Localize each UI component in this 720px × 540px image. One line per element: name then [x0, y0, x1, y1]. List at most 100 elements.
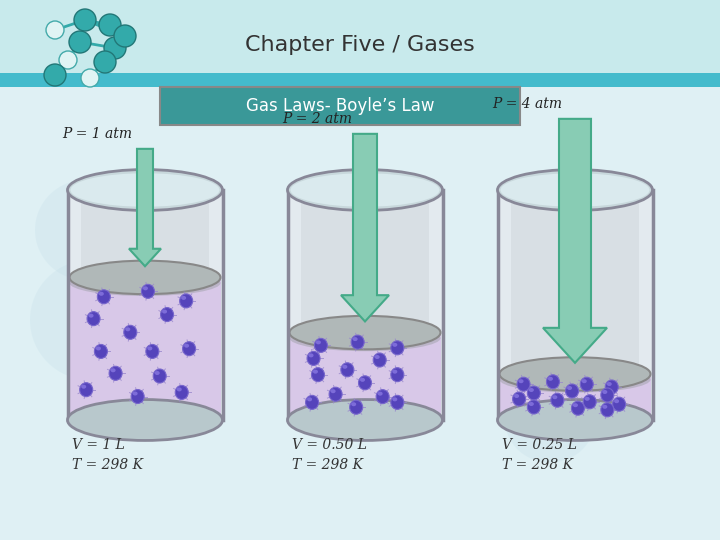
- Ellipse shape: [613, 397, 626, 411]
- Ellipse shape: [582, 379, 587, 383]
- Ellipse shape: [161, 308, 174, 321]
- Ellipse shape: [514, 394, 519, 398]
- Ellipse shape: [545, 290, 655, 390]
- Ellipse shape: [46, 21, 64, 39]
- Ellipse shape: [35, 180, 135, 280]
- Text: V = 1 L: V = 1 L: [73, 438, 125, 452]
- Ellipse shape: [603, 405, 608, 409]
- Ellipse shape: [606, 380, 618, 394]
- Ellipse shape: [312, 368, 325, 382]
- Ellipse shape: [109, 366, 122, 380]
- Ellipse shape: [528, 402, 534, 406]
- Text: Gas Laws- Boyle’s Law: Gas Laws- Boyle’s Law: [246, 97, 434, 115]
- Text: P = 1 atm: P = 1 atm: [63, 127, 132, 141]
- Ellipse shape: [391, 395, 404, 409]
- Ellipse shape: [143, 286, 148, 291]
- Ellipse shape: [353, 337, 358, 341]
- Text: P = 2 atm: P = 2 atm: [282, 112, 353, 126]
- Bar: [289, 333, 441, 419]
- Ellipse shape: [94, 51, 116, 73]
- Bar: [287, 190, 443, 420]
- Ellipse shape: [71, 173, 220, 207]
- Bar: [0, 73, 720, 87]
- Ellipse shape: [305, 395, 318, 409]
- Ellipse shape: [69, 31, 91, 53]
- Ellipse shape: [315, 339, 328, 353]
- Ellipse shape: [518, 379, 523, 383]
- Ellipse shape: [153, 369, 166, 383]
- Bar: [68, 190, 81, 420]
- Polygon shape: [129, 149, 161, 266]
- Polygon shape: [341, 134, 389, 321]
- Ellipse shape: [566, 384, 579, 398]
- Bar: [639, 190, 652, 420]
- Ellipse shape: [114, 25, 136, 47]
- Ellipse shape: [330, 389, 336, 393]
- Ellipse shape: [289, 316, 441, 349]
- Text: T = 298 K: T = 298 K: [73, 458, 143, 472]
- Bar: [498, 190, 511, 420]
- Bar: [0, 0, 720, 80]
- Ellipse shape: [513, 392, 526, 406]
- Ellipse shape: [80, 383, 93, 397]
- Ellipse shape: [500, 367, 650, 393]
- Ellipse shape: [528, 388, 534, 392]
- Ellipse shape: [307, 352, 320, 366]
- Ellipse shape: [392, 343, 397, 347]
- Ellipse shape: [391, 368, 404, 382]
- Ellipse shape: [94, 345, 107, 359]
- Ellipse shape: [498, 400, 652, 441]
- Ellipse shape: [59, 51, 77, 69]
- Ellipse shape: [552, 395, 557, 399]
- Ellipse shape: [287, 400, 443, 441]
- Ellipse shape: [500, 357, 650, 391]
- Text: T = 298 K: T = 298 K: [292, 458, 364, 472]
- Ellipse shape: [391, 341, 404, 355]
- Ellipse shape: [343, 365, 347, 369]
- Ellipse shape: [307, 397, 312, 401]
- Ellipse shape: [601, 403, 614, 417]
- Text: P = 4 atm: P = 4 atm: [492, 97, 562, 111]
- Ellipse shape: [289, 325, 441, 351]
- Ellipse shape: [290, 173, 439, 207]
- Ellipse shape: [99, 292, 104, 296]
- Ellipse shape: [81, 69, 99, 87]
- Ellipse shape: [313, 370, 318, 374]
- Ellipse shape: [351, 402, 356, 406]
- Ellipse shape: [132, 392, 138, 395]
- Ellipse shape: [546, 375, 559, 389]
- FancyBboxPatch shape: [160, 87, 520, 125]
- Ellipse shape: [87, 312, 100, 326]
- Text: V = 0.25 L: V = 0.25 L: [503, 438, 577, 452]
- Ellipse shape: [111, 368, 116, 372]
- Ellipse shape: [350, 400, 363, 414]
- Ellipse shape: [162, 309, 167, 314]
- Ellipse shape: [155, 371, 160, 375]
- Ellipse shape: [289, 405, 441, 435]
- Ellipse shape: [583, 395, 596, 409]
- Ellipse shape: [373, 353, 386, 367]
- Bar: [209, 190, 222, 420]
- Ellipse shape: [181, 296, 186, 300]
- Text: V = 0.50 L: V = 0.50 L: [292, 438, 367, 452]
- Ellipse shape: [548, 377, 553, 381]
- Ellipse shape: [81, 384, 86, 389]
- Ellipse shape: [146, 345, 159, 359]
- Ellipse shape: [359, 376, 372, 390]
- Text: T = 298 K: T = 298 K: [503, 458, 574, 472]
- Ellipse shape: [607, 382, 612, 386]
- Ellipse shape: [131, 389, 144, 403]
- Ellipse shape: [70, 270, 220, 296]
- Ellipse shape: [124, 325, 137, 339]
- Ellipse shape: [500, 173, 649, 207]
- Ellipse shape: [498, 170, 652, 211]
- Ellipse shape: [70, 261, 220, 294]
- Ellipse shape: [505, 377, 595, 462]
- Ellipse shape: [527, 386, 540, 400]
- Bar: [500, 374, 650, 419]
- Ellipse shape: [329, 387, 342, 401]
- Ellipse shape: [68, 400, 222, 441]
- Bar: [498, 190, 652, 420]
- Ellipse shape: [184, 343, 189, 348]
- Ellipse shape: [99, 14, 121, 36]
